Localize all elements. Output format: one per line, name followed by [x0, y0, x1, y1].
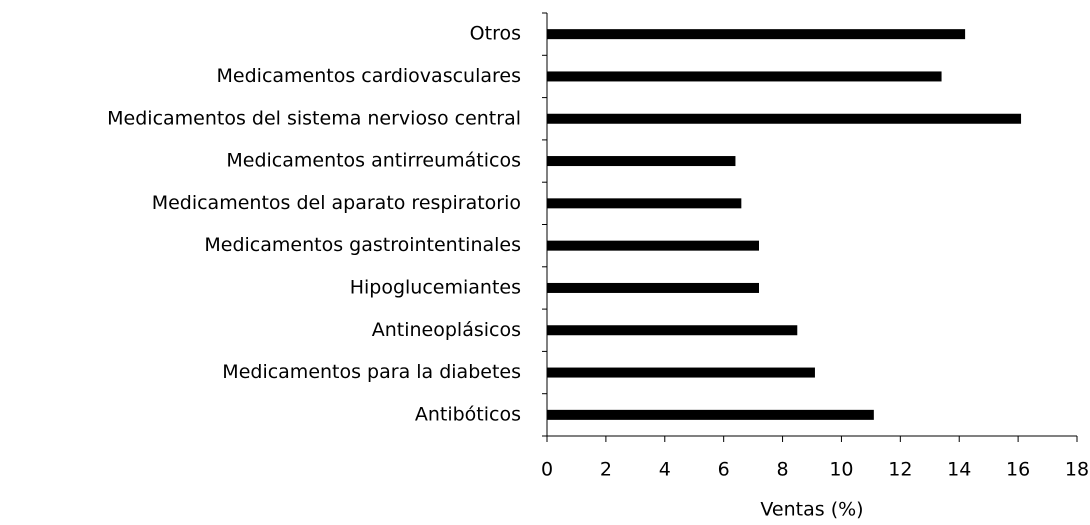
y-tick-label: Medicamentos antirreumáticos — [226, 150, 521, 172]
bar — [547, 367, 815, 378]
bar — [547, 71, 942, 82]
x-tick-label: 2 — [600, 459, 612, 481]
bar — [547, 282, 759, 293]
x-tick-label: 8 — [777, 459, 789, 481]
x-tick-label: 0 — [541, 459, 553, 481]
bar — [547, 113, 1022, 124]
y-tick-label: Antibóticos — [415, 403, 521, 425]
bar — [547, 409, 874, 420]
y-tick-label: Medicamentos del aparato respiratorio — [152, 192, 521, 214]
y-tick-label: Medicamentos gastrointentinales — [204, 234, 521, 256]
y-tick-label: Medicamentos del sistema nervioso centra… — [107, 107, 521, 129]
y-tick-label: Hipoglucemiantes — [350, 276, 521, 298]
x-tick-label: 18 — [1065, 459, 1089, 481]
y-tick-label: Medicamentos para la diabetes — [222, 361, 521, 383]
y-tick-label: Antineoplásicos — [372, 319, 521, 341]
x-tick-label: 6 — [718, 459, 730, 481]
bar — [547, 29, 966, 40]
x-tick-label: 14 — [947, 459, 971, 481]
y-tick-label: Medicamentos cardiovasculares — [217, 65, 521, 87]
bar — [547, 325, 798, 336]
y-tick-label: Otros — [470, 23, 521, 45]
x-tick-label: 10 — [829, 459, 853, 481]
bar — [547, 198, 742, 209]
x-axis-title: Ventas (%) — [760, 499, 863, 521]
x-tick-label: 12 — [888, 459, 912, 481]
bar — [547, 156, 736, 167]
x-tick-label: 4 — [659, 459, 671, 481]
bar — [547, 240, 759, 251]
x-tick-label: 16 — [1006, 459, 1030, 481]
